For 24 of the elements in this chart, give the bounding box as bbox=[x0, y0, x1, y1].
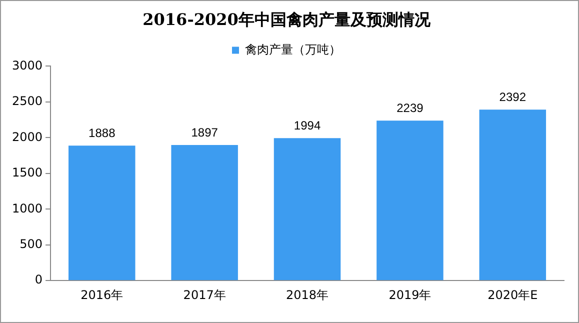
y-tick-label: 2500 bbox=[12, 94, 43, 108]
data-label: 1897 bbox=[191, 125, 218, 140]
x-tick-label: 2016年 bbox=[80, 288, 124, 302]
bar bbox=[274, 138, 341, 280]
chart-title: 2016-2020年中国禽肉产量及预测情况 bbox=[142, 10, 432, 29]
x-tick-label: 2020年E bbox=[488, 288, 538, 302]
bar bbox=[376, 120, 444, 280]
data-label: 2392 bbox=[499, 90, 526, 104]
data-label: 2239 bbox=[396, 100, 424, 115]
x-tick-label: 2018年 bbox=[286, 288, 329, 302]
y-tick-label: 500 bbox=[20, 236, 43, 251]
y-tick-label: 1500 bbox=[12, 166, 43, 180]
y-tick-label: 3000 bbox=[12, 58, 43, 72]
bar bbox=[171, 145, 238, 280]
x-tick-label: 2019年 bbox=[388, 288, 432, 302]
bar bbox=[479, 110, 546, 280]
x-tick-label: 2017年 bbox=[183, 288, 226, 302]
data-label: 1994 bbox=[294, 118, 321, 132]
y-tick-label: 1000 bbox=[12, 201, 43, 216]
bar bbox=[68, 146, 136, 280]
y-tick-label: 0 bbox=[34, 272, 43, 287]
legend-label: 禽肉产量（万吨） bbox=[245, 42, 341, 56]
data-label: 1888 bbox=[88, 126, 116, 140]
y-tick-label: 2000 bbox=[12, 130, 43, 144]
